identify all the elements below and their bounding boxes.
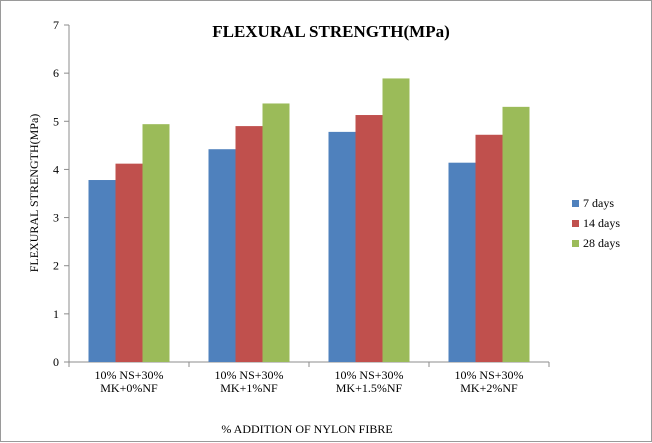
- y-tick-label: 0: [53, 355, 59, 369]
- legend-label: 14 days: [583, 216, 620, 230]
- y-tick-label: 3: [53, 211, 59, 225]
- bar-14-days-3: [355, 115, 383, 362]
- x-category-label: 10% NS+30%: [214, 368, 283, 382]
- bar-14-days-4: [475, 134, 503, 362]
- bar-7-days-3: [328, 131, 356, 362]
- x-category-label: 10% NS+30%: [454, 368, 523, 382]
- bar-7-days-4: [448, 162, 476, 362]
- x-axis-title: % ADDITION OF NYLON FIBRE: [221, 422, 392, 436]
- bar-28-days-2: [262, 103, 290, 363]
- x-category-label: MK+1.5%NF: [336, 381, 403, 395]
- bar-7-days-2: [208, 149, 236, 362]
- legend-swatch: [572, 240, 579, 247]
- legend-swatch: [572, 200, 579, 207]
- y-tick-label: 1: [53, 307, 59, 321]
- bar-28-days-1: [142, 124, 170, 362]
- y-tick-label: 2: [53, 259, 59, 273]
- y-axis-title: FLEXURAL STRENGTH(MPa): [27, 114, 41, 273]
- x-category-label: 10% NS+30%: [94, 368, 163, 382]
- x-category-label: MK+2%NF: [460, 381, 518, 395]
- bar-14-days-1: [115, 163, 143, 362]
- bar-7-days-1: [88, 180, 116, 362]
- legend-label: 28 days: [583, 236, 620, 250]
- x-category-label: MK+1%NF: [220, 381, 278, 395]
- bar-28-days-4: [502, 106, 530, 362]
- legend-swatch: [572, 220, 579, 227]
- legend-label: 7 days: [583, 196, 614, 210]
- y-tick-label: 7: [53, 18, 59, 32]
- x-category-label: MK+0%NF: [100, 381, 158, 395]
- y-tick-label: 4: [53, 162, 59, 176]
- bar-14-days-2: [235, 126, 263, 362]
- y-tick-label: 5: [53, 114, 59, 128]
- chart-title: FLEXURAL STRENGTH(MPa): [212, 22, 450, 41]
- x-category-label: 10% NS+30%: [334, 368, 403, 382]
- y-tick-label: 6: [53, 66, 59, 80]
- bar-28-days-3: [382, 78, 410, 362]
- legend: 7 days 14 days 28 days: [572, 196, 620, 250]
